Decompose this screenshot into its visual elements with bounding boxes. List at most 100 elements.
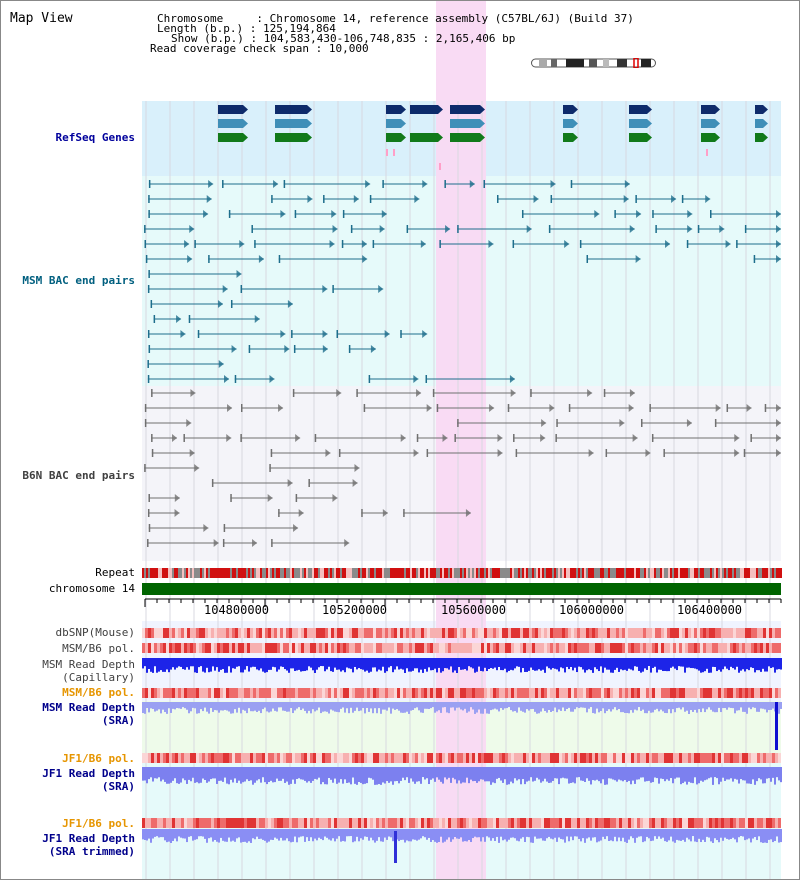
pol-cell bbox=[493, 628, 496, 638]
pol-cell bbox=[394, 688, 397, 698]
bac-end bbox=[416, 434, 419, 442]
gene-strand-arrow bbox=[763, 133, 768, 142]
depth-bar bbox=[494, 702, 496, 709]
bac-end-arrow bbox=[187, 255, 193, 263]
repeat-cell bbox=[492, 568, 494, 578]
pol-cell bbox=[559, 628, 562, 638]
pol-cell bbox=[517, 643, 520, 653]
track-label-b6n-bac[interactable]: B6N BAC end pairs bbox=[22, 469, 135, 482]
pol-cell bbox=[289, 643, 292, 653]
repeat-cell bbox=[544, 568, 546, 578]
track-label-msm-depth-sra[interactable]: MSM Read Depth bbox=[42, 701, 135, 714]
repeat-cell bbox=[672, 568, 674, 578]
depth-bar bbox=[356, 658, 358, 670]
depth-bar bbox=[380, 702, 382, 714]
depth-bar bbox=[778, 658, 780, 670]
depth-bar bbox=[572, 702, 574, 712]
depth-bar bbox=[340, 767, 342, 780]
pol-cell bbox=[148, 818, 151, 828]
depth-bar bbox=[328, 767, 330, 779]
depth-bar bbox=[144, 702, 146, 714]
gene-block bbox=[629, 105, 647, 114]
repeat-cell bbox=[332, 568, 334, 578]
track-label-msm-depth-capillary[interactable]: MSM Read Depth bbox=[42, 658, 135, 671]
pol-cell bbox=[775, 753, 778, 763]
pol-cell bbox=[328, 688, 331, 698]
track-label-jf1-pol-2[interactable]: JF1/B6 pol. bbox=[62, 817, 135, 830]
depth-bar bbox=[584, 702, 586, 708]
repeat-cell bbox=[280, 568, 282, 578]
track-label-refseq-genes[interactable]: RefSeq Genes bbox=[55, 131, 135, 144]
pol-cell bbox=[277, 818, 280, 828]
chromosome-ideogram[interactable] bbox=[531, 53, 656, 69]
depth-bar bbox=[456, 702, 458, 708]
pol-cell bbox=[649, 628, 652, 638]
track-label-dbsnp[interactable]: dbSNP(Mouse) bbox=[55, 626, 135, 639]
pol-cell bbox=[637, 628, 640, 638]
depth-bar bbox=[692, 829, 694, 837]
depth-bar bbox=[512, 829, 514, 838]
bac-end bbox=[194, 240, 196, 248]
pol-cell bbox=[415, 688, 418, 698]
track-label-msm-bac[interactable]: MSM BAC end pairs bbox=[22, 274, 135, 287]
depth-bar bbox=[300, 767, 302, 780]
pol-cell bbox=[454, 643, 457, 653]
depth-bar bbox=[192, 702, 194, 708]
pol-cell bbox=[580, 818, 583, 828]
pol-cell bbox=[577, 753, 580, 763]
pol-cell bbox=[247, 818, 250, 828]
depth-bar bbox=[358, 658, 360, 669]
track-label-jf1-pol-1[interactable]: JF1/B6 pol. bbox=[62, 752, 135, 765]
depth-bar bbox=[314, 658, 316, 673]
depth-bar bbox=[718, 658, 720, 670]
pol-cell bbox=[535, 628, 538, 638]
pol-cell bbox=[652, 628, 655, 638]
depth-bar bbox=[754, 658, 756, 673]
pol-cell bbox=[208, 628, 211, 638]
depth-bar bbox=[410, 767, 412, 779]
track-label-msm-pol-1[interactable]: MSM/B6 pol. bbox=[62, 642, 135, 655]
pol-cell bbox=[409, 818, 412, 828]
depth-bar bbox=[424, 829, 426, 838]
pol-cell bbox=[409, 643, 412, 653]
bac-end bbox=[148, 195, 150, 203]
pol-cell bbox=[661, 753, 664, 763]
pol-cell bbox=[541, 688, 544, 698]
depth-bar bbox=[426, 829, 428, 840]
pol-cell bbox=[568, 688, 571, 698]
track-label-msm-pol-2[interactable]: MSM/B6 pol. bbox=[62, 686, 135, 699]
pol-cell bbox=[349, 643, 352, 653]
depth-bar bbox=[218, 767, 220, 781]
depth-bar bbox=[310, 829, 312, 838]
pol-cell bbox=[223, 753, 226, 763]
pol-cell bbox=[550, 753, 553, 763]
pol-cell bbox=[433, 818, 436, 828]
pol-cell bbox=[664, 643, 667, 653]
depth-bar bbox=[424, 702, 426, 709]
pol-cell bbox=[520, 628, 523, 638]
pol-cell bbox=[571, 818, 574, 828]
pol-cell bbox=[712, 628, 715, 638]
depth-bar bbox=[708, 658, 710, 673]
depth-bar bbox=[732, 658, 734, 669]
repeat-cell bbox=[612, 568, 614, 578]
pol-cell bbox=[634, 753, 637, 763]
pol-cell bbox=[472, 753, 475, 763]
repeat-cell bbox=[318, 568, 320, 578]
track-label-jf1-depth-trimmed[interactable]: JF1 Read Depth bbox=[42, 832, 135, 845]
bac-end-arrow bbox=[413, 449, 419, 457]
depth-bar bbox=[178, 658, 180, 667]
depth-bar bbox=[286, 658, 288, 671]
track-label-jf1-depth-sra[interactable]: JF1 Read Depth bbox=[42, 767, 135, 780]
pol-cell bbox=[583, 688, 586, 698]
depth-bar bbox=[148, 702, 150, 713]
repeat-cell bbox=[316, 568, 318, 578]
depth-bar bbox=[242, 658, 244, 673]
depth-bar bbox=[444, 829, 446, 842]
depth-bar bbox=[680, 767, 682, 785]
depth-bar bbox=[316, 767, 318, 780]
pol-cell bbox=[685, 688, 688, 698]
repeat-cell bbox=[536, 568, 538, 578]
bac-end bbox=[211, 479, 214, 487]
repeat-cell bbox=[546, 568, 548, 578]
